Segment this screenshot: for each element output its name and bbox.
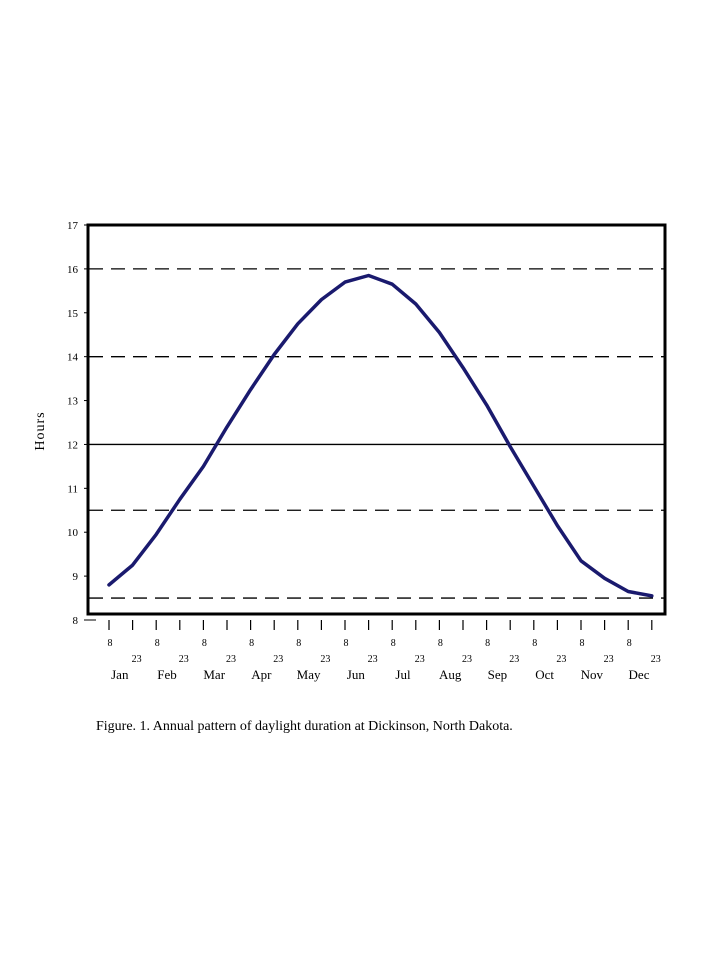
- x-day-label: 8: [485, 638, 490, 649]
- x-month-label: Apr: [251, 667, 272, 682]
- x-month-label: Sep: [488, 667, 508, 682]
- y-tick-label: 8: [73, 615, 79, 627]
- x-day-label: 8: [580, 638, 585, 649]
- y-tick-label: 10: [67, 527, 79, 539]
- y-axis-label: Hours: [33, 411, 48, 450]
- x-day-label: 23: [556, 654, 566, 665]
- x-month-label: Aug: [439, 667, 462, 682]
- x-day-label: 8: [108, 638, 113, 649]
- reference-lines: [89, 268, 664, 599]
- x-day-label: 8: [296, 638, 301, 649]
- figure-caption: Figure. 1. Annual pattern of daylight du…: [96, 719, 513, 734]
- y-tick-label: 17: [67, 220, 79, 232]
- x-day-label: 23: [651, 654, 661, 665]
- x-month-label: Oct: [535, 667, 554, 682]
- x-month-label: Feb: [157, 667, 177, 682]
- x-month-label: Jan: [111, 667, 129, 682]
- x-month-label: Jul: [395, 667, 411, 682]
- y-tick-label: 9: [73, 571, 79, 583]
- x-day-label: 23: [509, 654, 519, 665]
- y-tick-label: 11: [67, 483, 78, 495]
- x-day-label: 23: [368, 654, 378, 665]
- x-day-label: 23: [179, 654, 189, 665]
- x-day-label: 8: [391, 638, 396, 649]
- x-day-label: 23: [273, 654, 283, 665]
- y-tick-label: 16: [67, 264, 79, 276]
- x-day-label: 8: [202, 638, 207, 649]
- x-day-label: 23: [226, 654, 236, 665]
- x-day-label: 8: [532, 638, 537, 649]
- x-month-label: Nov: [581, 667, 604, 682]
- daylight-line: [107, 273, 654, 598]
- plot-frame: [86, 223, 667, 616]
- x-month-label: May: [297, 667, 321, 682]
- x-month-label: Dec: [629, 667, 650, 682]
- x-day-label: 23: [462, 654, 472, 665]
- x-day-label: 8: [344, 638, 349, 649]
- x-day-label: 23: [604, 654, 614, 665]
- y-tick-label: 15: [67, 308, 79, 320]
- x-day-label: 23: [132, 654, 142, 665]
- x-day-label: 23: [415, 654, 425, 665]
- x-day-label: 8: [155, 638, 160, 649]
- x-day-label: 8: [627, 638, 632, 649]
- y-tick-label: 13: [67, 396, 79, 408]
- x-day-label: 23: [320, 654, 330, 665]
- daylight-series: [107, 273, 654, 598]
- x-day-label: 8: [249, 638, 254, 649]
- y-tick-label: 12: [67, 439, 78, 451]
- y-axis: 8 9 10 11 12 13 14 15 16 17: [67, 220, 96, 627]
- y-tick-label: 14: [67, 352, 79, 364]
- x-month-label: Jun: [347, 667, 366, 682]
- x-month-label: Mar: [203, 667, 225, 682]
- x-day-label: 8: [438, 638, 443, 649]
